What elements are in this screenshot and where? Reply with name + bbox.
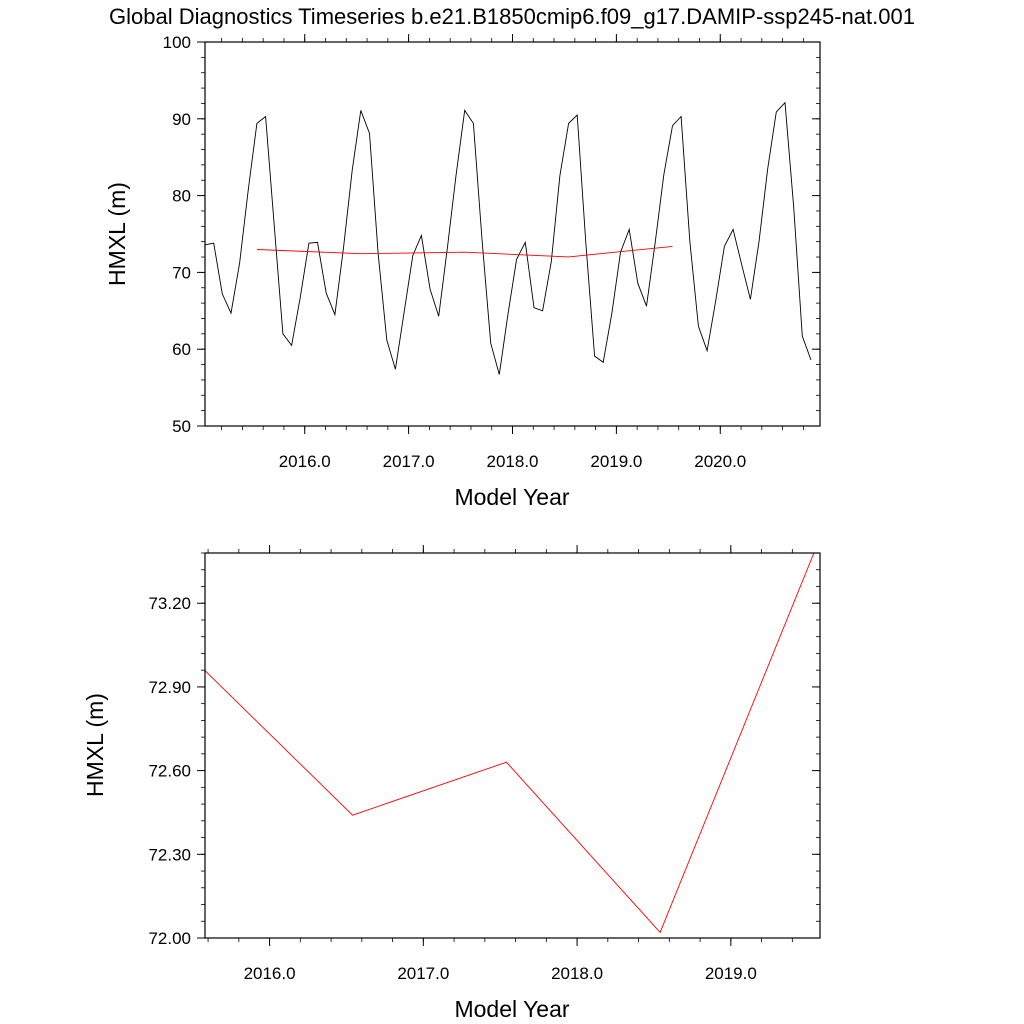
bottom-panel: Model Year HMXL (m) 72.00 72.30 72.60 72.90… [82,545,821,1022]
y-tick-label: 72.00 [148,929,191,948]
y-tick-label: 60 [172,340,191,359]
top-panel: Model Year HMXL (m) 50 60 70 80 90 100 2016.0 2… [104,33,821,510]
y-tick-label: 100 [163,33,191,52]
figure-title: Global Diagnostics Timeseries b.e21.B185… [109,4,915,29]
y-axis-label: HMXL (m) [104,182,130,286]
x-tick-label: 2017.0 [397,964,449,983]
y-tick-label: 50 [172,417,191,436]
y-tick-label: 73.20 [148,594,191,613]
x-tick-label: 2020.0 [694,452,746,471]
series-group [205,553,815,934]
x-tick-label: 2019.0 [705,964,757,983]
x-tick-label: 2017.0 [383,452,435,471]
series-line-1 [256,245,673,258]
y-tick-label: 80 [172,187,191,206]
series-line-0 [205,553,815,934]
y-axis-label: HMXL (m) [82,693,108,797]
y-tick-label: 72.60 [148,762,191,781]
y-tick-label: 70 [172,263,191,282]
x-tick-label: 2016.0 [279,452,331,471]
series-line-0 [205,101,812,375]
y-tick-label: 90 [172,110,191,129]
x-tick-label: 2018.0 [487,452,539,471]
x-tick-label: 2019.0 [590,452,642,471]
x-tick-label: 2018.0 [551,964,603,983]
plot-frame [204,41,821,427]
y-tick-label: 72.30 [148,845,191,864]
plot-frame [204,552,821,939]
x-tick-label: 2016.0 [244,964,296,983]
x-axis-label: Model Year [454,484,569,510]
series-group [205,101,812,375]
y-tick-label: 72.90 [148,678,191,697]
x-axis-label: Model Year [454,996,569,1022]
